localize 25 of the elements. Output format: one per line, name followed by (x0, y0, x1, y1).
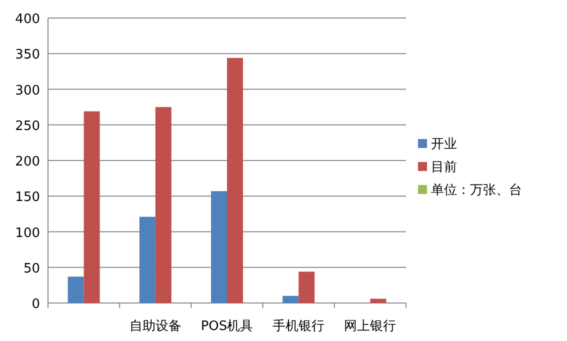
bar (155, 107, 172, 303)
bar (84, 111, 100, 303)
x-tick-label: POS机具 (200, 319, 254, 334)
y-tick-label: 0 (32, 297, 40, 312)
x-tick-label: 网上银行 (344, 319, 396, 334)
legend-label: 目前 (431, 160, 457, 175)
y-tick-label: 250 (15, 118, 40, 134)
bar (370, 298, 386, 303)
y-tick-label: 100 (15, 226, 40, 241)
y-tick-label: 50 (23, 261, 40, 276)
y-tick-label: 400 (15, 12, 40, 27)
y-tick-label: 150 (15, 190, 40, 206)
x-tick-label: 自助设备 (129, 319, 182, 334)
legend-label: 开业 (431, 137, 457, 152)
bar (227, 58, 243, 303)
x-tick-label: 手机银行 (272, 319, 325, 334)
bar (282, 296, 299, 303)
bar (298, 272, 315, 303)
bar (68, 276, 84, 303)
legend-label: 单位：万张、台 (431, 183, 522, 198)
y-tick-label: 300 (15, 83, 40, 98)
y-tick-label: 350 (15, 48, 40, 63)
y-tick-label: 200 (15, 154, 40, 170)
bar (139, 216, 156, 303)
bar (211, 191, 227, 303)
